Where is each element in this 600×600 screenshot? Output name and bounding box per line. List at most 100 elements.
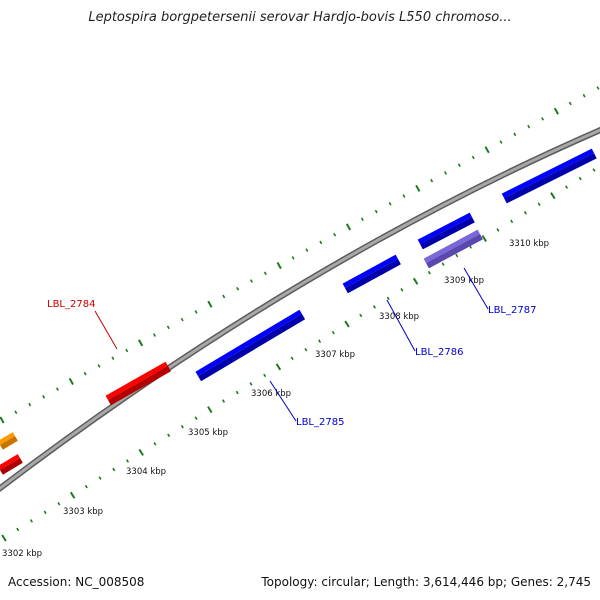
tick-mark: [305, 248, 309, 252]
tick-mark: [359, 313, 363, 318]
tick-mark: [481, 234, 487, 242]
tick-mark: [304, 347, 308, 352]
tick-mark: [527, 124, 531, 129]
scale-label: 3302 kbp: [2, 549, 42, 559]
tick-mark: [125, 348, 129, 353]
tick-mark: [42, 395, 46, 399]
scale-label: 3309 kbp: [444, 276, 484, 286]
tick-mark: [360, 217, 364, 222]
tick-mark: [263, 373, 267, 378]
gene-feature: [0, 432, 18, 450]
tick-mark: [138, 448, 144, 456]
tick-mark: [83, 371, 87, 376]
tick-mark: [471, 155, 475, 160]
map-title: Leptospira borgpetersenii serovar Hardjo…: [88, 10, 512, 25]
tick-mark: [276, 262, 282, 270]
tick-mark: [98, 476, 102, 480]
gene-feature: [417, 212, 475, 250]
tick-mark: [596, 86, 600, 90]
tick-mark: [236, 286, 240, 291]
tick-mark: [69, 491, 76, 499]
outer-tick-track: [0, 86, 600, 424]
tick-mark: [402, 194, 406, 198]
tick-mark: [112, 467, 116, 472]
tick-mark: [537, 202, 541, 207]
tick-mark: [412, 277, 419, 285]
tick-mark: [152, 333, 156, 337]
tick-mark: [14, 410, 18, 415]
tick-mark: [455, 253, 459, 258]
tick-mark: [441, 262, 445, 266]
tick-mark: [153, 442, 157, 446]
gene-label[interactable]: LBL_2784: [47, 299, 95, 310]
tick-mark: [1, 534, 7, 542]
tick-mark: [415, 184, 421, 192]
tick-mark: [0, 416, 5, 424]
tick-mark: [235, 390, 239, 395]
tick-mark: [125, 459, 130, 463]
tick-mark: [592, 168, 596, 172]
tick-mark: [400, 288, 404, 292]
accession-text: Accession: NC_008508: [8, 575, 145, 589]
tick-mark: [97, 364, 101, 368]
tick-mark: [430, 178, 434, 183]
tick-mark: [207, 406, 213, 414]
tick-mark: [553, 107, 559, 115]
gene-label[interactable]: LBL_2785: [296, 417, 344, 428]
gene-feature: [105, 361, 171, 406]
gene-feature: [342, 254, 401, 294]
tick-mark: [275, 363, 282, 371]
tick-mark: [55, 387, 59, 391]
gene-leader-line: [94, 310, 118, 350]
gene-feature: [423, 229, 483, 269]
gene-feature: [195, 309, 306, 382]
tick-mark: [167, 433, 171, 438]
tick-mark: [222, 399, 226, 403]
tick-mark: [263, 271, 267, 276]
tick-mark: [331, 330, 335, 335]
tick-mark: [290, 356, 294, 361]
tick-mark: [166, 325, 170, 330]
tick-mark: [249, 382, 253, 386]
tick-mark: [16, 527, 20, 532]
tick-mark: [582, 93, 586, 98]
tick-mark: [344, 320, 350, 328]
tick-mark: [43, 510, 47, 515]
tick-mark: [138, 339, 144, 347]
tick-mark: [207, 300, 213, 308]
tick-mark: [565, 185, 569, 189]
tick-mark: [29, 519, 33, 523]
tick-mark: [541, 117, 545, 121]
tick-mark: [111, 356, 115, 361]
gene-feature: [501, 148, 597, 204]
tick-mark: [57, 501, 61, 506]
scale-label: 3306 kbp: [251, 389, 291, 399]
scale-label: 3304 kbp: [126, 467, 166, 477]
scale-label: 3308 kbp: [379, 312, 419, 322]
tick-mark: [291, 256, 295, 260]
tick-mark: [374, 209, 378, 214]
scale-label: 3310 kbp: [509, 239, 549, 249]
tick-mark: [345, 223, 352, 231]
tick-mark: [180, 317, 184, 322]
tick-mark: [28, 402, 32, 407]
gene-leader-line: [269, 380, 297, 422]
gene-label[interactable]: LBL_2787: [488, 305, 536, 316]
tick-mark: [510, 219, 514, 224]
scale-label: 3307 kbp: [315, 350, 355, 360]
tick-mark: [499, 140, 503, 144]
tick-mark: [496, 228, 500, 232]
tick-mark: [194, 416, 198, 420]
tick-mark: [180, 424, 184, 429]
gene-leader-line: [386, 299, 416, 352]
scale-label: 3305 kbp: [188, 428, 228, 438]
tick-mark: [84, 484, 88, 489]
tick-mark: [523, 211, 527, 215]
tick-mark: [194, 310, 198, 314]
gene-label[interactable]: LBL_2786: [415, 347, 463, 358]
tick-mark: [388, 202, 392, 206]
tick-mark: [386, 296, 390, 301]
scale-labels: 3302 kbp 3303 kbp 3304 kbp 3305 kbp 3306 kbp…: [2, 239, 549, 559]
tick-mark: [457, 163, 461, 167]
